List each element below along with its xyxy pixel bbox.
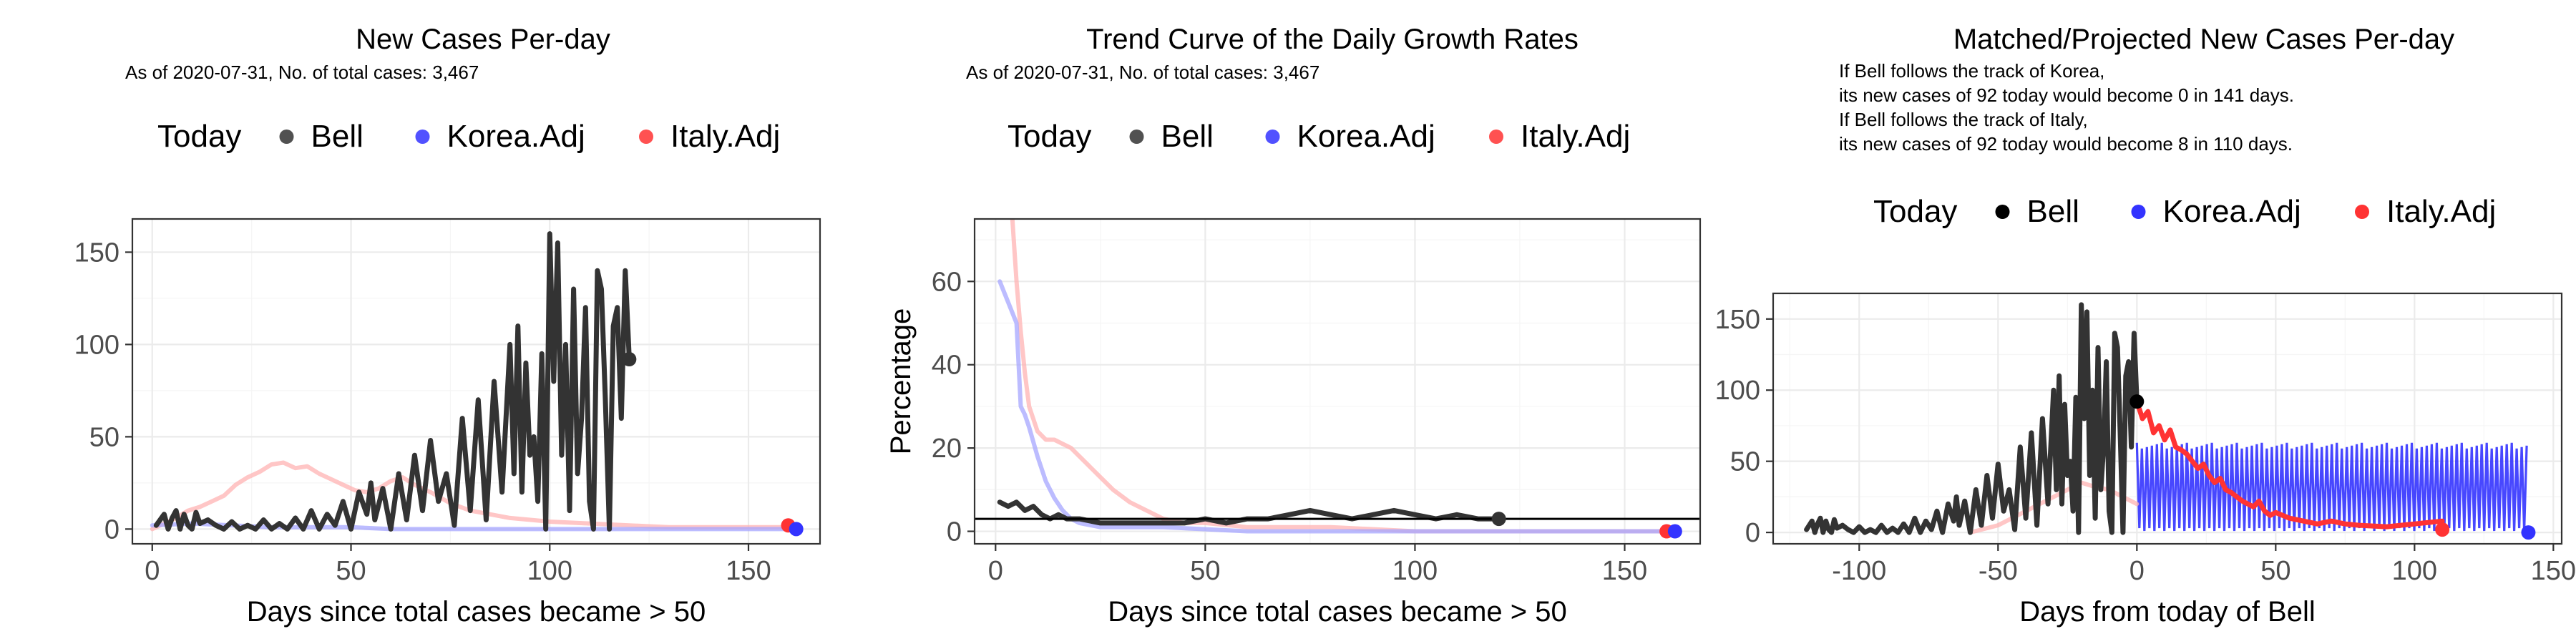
chart-subtitle-line: If Bell follows the track of Korea, (1839, 60, 2104, 82)
plot-frame (131, 218, 821, 545)
axes: 0 50 100 150 0 50 100 150 Days since total cases… (74, 238, 771, 628)
x-tick-label: 50 (2260, 556, 2290, 586)
legend-key-italy-adj (2355, 205, 2369, 219)
y-tick-label: 100 (74, 330, 119, 360)
x-axis-label: Days from today of Bell (2019, 596, 2316, 628)
chart-legend: Today Bell Korea.Adj Italy.Adj (1873, 194, 2496, 229)
x-tick-label: 50 (336, 556, 366, 586)
axes: 0 50 100 150 0 20 40 60 Days since total cases b… (885, 267, 1647, 628)
x-tick-label: -50 (1979, 556, 2018, 586)
legend-label: Today (1873, 194, 1957, 229)
legend-key-italy-adj (1489, 130, 1503, 144)
grid (975, 219, 1700, 544)
legend-key-bell (1129, 130, 1144, 144)
x-tick-label: 150 (2531, 556, 2576, 586)
legend-label: Bell (311, 119, 364, 154)
plot-area (150, 231, 804, 537)
series-line-bell (153, 231, 632, 532)
legend-label: Korea.Adj (2163, 194, 2301, 229)
series-line-italy-adj (150, 460, 791, 532)
today-point-korea-adj (789, 522, 804, 537)
x-tick-label: 0 (988, 556, 1003, 586)
today-point-bell (1491, 512, 1506, 527)
chart-subtitle: As of 2020-07-31, No. of total cases: 3,… (125, 62, 479, 83)
legend-label: Today (1008, 119, 1091, 154)
y-tick-label: 40 (932, 351, 962, 381)
series-line-bell (997, 499, 1502, 526)
today-point-korea-adj (1667, 524, 1682, 539)
chart-panel-1: New Cases Per-day As of 2020-07-31, No. o… (74, 24, 821, 628)
x-tick-label: 150 (1602, 556, 1647, 586)
x-tick-label: 100 (527, 556, 572, 586)
plot-frame (1772, 292, 2563, 545)
x-tick-label: 50 (1190, 556, 1220, 586)
legend-label: Today (157, 119, 241, 154)
x-tick-label: 100 (1392, 556, 1438, 586)
legend-label: Italy.Adj (1521, 119, 1630, 154)
chart-panel-3: Matched/Projected New Cases Per-day If Be… (1715, 24, 2576, 628)
y-tick-label: 60 (932, 267, 962, 297)
plot-frame (973, 218, 1702, 545)
chart-subtitle-line: its new cases of 92 today would become 0… (1839, 84, 2294, 106)
x-tick-label: 0 (145, 556, 160, 586)
y-tick-label: 150 (74, 238, 119, 268)
today-point-bell (2129, 394, 2145, 409)
legend-label: Korea.Adj (447, 119, 585, 154)
today-point-korea-adj (2521, 525, 2536, 540)
chart-title: New Cases Per-day (356, 24, 610, 55)
today-point-bell (622, 352, 637, 367)
x-tick-label: 100 (2392, 556, 2437, 586)
legend-key-korea-adj (1265, 130, 1280, 144)
chart-title: Matched/Projected New Cases Per-day (1953, 24, 2454, 55)
korea-projection-series (2135, 442, 2528, 532)
legend-label: Bell (1161, 119, 1214, 154)
legend-label: Italy.Adj (670, 119, 780, 154)
today-point-italy-adj (2435, 522, 2450, 537)
x-tick-label: 150 (726, 556, 771, 586)
y-tick-label: 100 (1715, 376, 1760, 406)
grid (132, 219, 820, 544)
chart-title: Trend Curve of the Daily Growth Rates (1086, 24, 1579, 55)
y-tick-label: 150 (1715, 305, 1760, 335)
axes: -100 -50 0 50 100 150 0 50 100 150 Days from today… (1715, 305, 2576, 628)
y-tick-label: 0 (1745, 518, 1760, 548)
legend-key-korea-adj (415, 130, 430, 144)
x-axis-label: Days since total cases became > 50 (1108, 596, 1566, 628)
series-line-bell (1804, 302, 2140, 535)
chart-subtitle: As of 2020-07-31, No. of total cases: 3,… (966, 62, 1319, 83)
y-axis-label: Percentage (885, 308, 917, 455)
y-tick-label: 0 (104, 514, 119, 545)
chart-subtitle-line: If Bell follows the track of Italy, (1839, 109, 2088, 130)
chart-legend: Today Bell Korea.Adj Italy.Adj (157, 119, 780, 154)
y-tick-label: 0 (947, 517, 962, 547)
x-tick-label: -100 (1832, 556, 1886, 586)
y-tick-label: 20 (932, 434, 962, 464)
legend-key-bell (279, 130, 294, 144)
chart-panel-2: Trend Curve of the Daily Growth Rates As … (885, 24, 1702, 628)
legend-label: Korea.Adj (1297, 119, 1435, 154)
plot-area (975, 219, 1700, 539)
legend-label: Bell (2027, 194, 2079, 229)
legend-key-korea-adj (2131, 205, 2146, 219)
series-line-italy-adj (2134, 399, 2445, 530)
chart-legend: Today Bell Korea.Adj Italy.Adj (1008, 119, 1630, 154)
x-axis-label: Days since total cases became > 50 (247, 596, 706, 628)
chart-subtitle-line: its new cases of 92 today would become 8… (1839, 133, 2293, 155)
series-line-italy-adj (1010, 219, 1669, 534)
y-tick-label: 50 (1730, 447, 1760, 477)
legend-key-bell (1995, 205, 2010, 219)
plot-area (1804, 302, 2536, 540)
x-tick-label: 0 (2129, 556, 2145, 586)
y-tick-label: 50 (89, 422, 119, 452)
legend-label: Italy.Adj (2386, 194, 2496, 229)
legend-key-italy-adj (639, 130, 653, 144)
